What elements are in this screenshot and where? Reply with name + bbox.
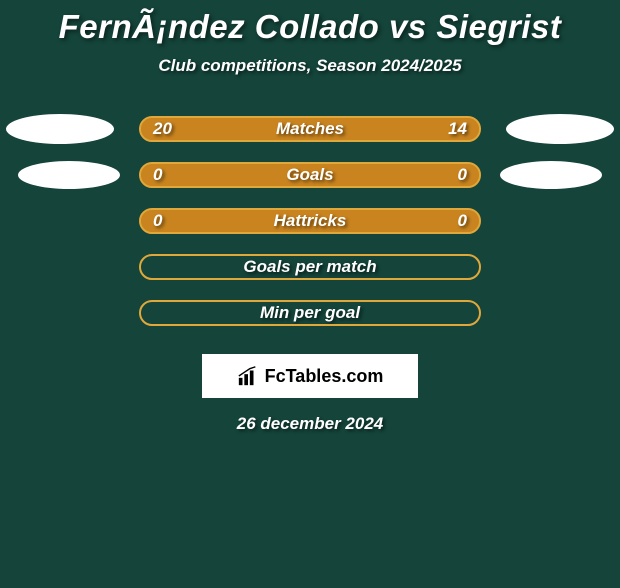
stat-bar: Min per goal [139, 300, 481, 326]
stat-label: Goals per match [243, 257, 376, 277]
stat-label: Hattricks [274, 211, 347, 231]
stat-bar: 0 0 Hattricks [139, 208, 481, 234]
date-text: 26 december 2024 [0, 414, 620, 434]
player-right-oval [500, 161, 602, 189]
stat-rows: 20 14 Matches 0 0 Goals 0 0 Hattricks Goals per m… [0, 106, 620, 336]
stat-bar: Goals per match [139, 254, 481, 280]
stat-value-right: 0 [458, 211, 467, 231]
stat-row: 0 0 Goals [0, 152, 620, 198]
bar-fill-left [141, 164, 310, 186]
stat-bar: 20 14 Matches [139, 116, 481, 142]
stat-label: Matches [276, 119, 344, 139]
stat-value-left: 20 [153, 119, 172, 139]
stat-value-left: 0 [153, 211, 162, 231]
stat-row: Min per goal [0, 290, 620, 336]
player-left-oval [18, 161, 120, 189]
brand-logo-box: FcTables.com [202, 354, 418, 398]
subtitle: Club competitions, Season 2024/2025 [0, 56, 620, 76]
stat-row: Goals per match [0, 244, 620, 290]
bar-fill-right [310, 164, 479, 186]
player-left-oval [6, 114, 114, 144]
brand-text: FcTables.com [265, 366, 384, 387]
stat-value-left: 0 [153, 165, 162, 185]
stat-label: Goals [286, 165, 333, 185]
stat-row: 20 14 Matches [0, 106, 620, 152]
stat-value-right: 14 [448, 119, 467, 139]
bar-chart-icon [237, 365, 259, 387]
page-title: FernÃ¡ndez Collado vs Siegrist [0, 8, 620, 46]
stat-bar: 0 0 Goals [139, 162, 481, 188]
player-right-oval [506, 114, 614, 144]
stat-row: 0 0 Hattricks [0, 198, 620, 244]
stat-value-right: 0 [458, 165, 467, 185]
stat-label: Min per goal [260, 303, 360, 323]
